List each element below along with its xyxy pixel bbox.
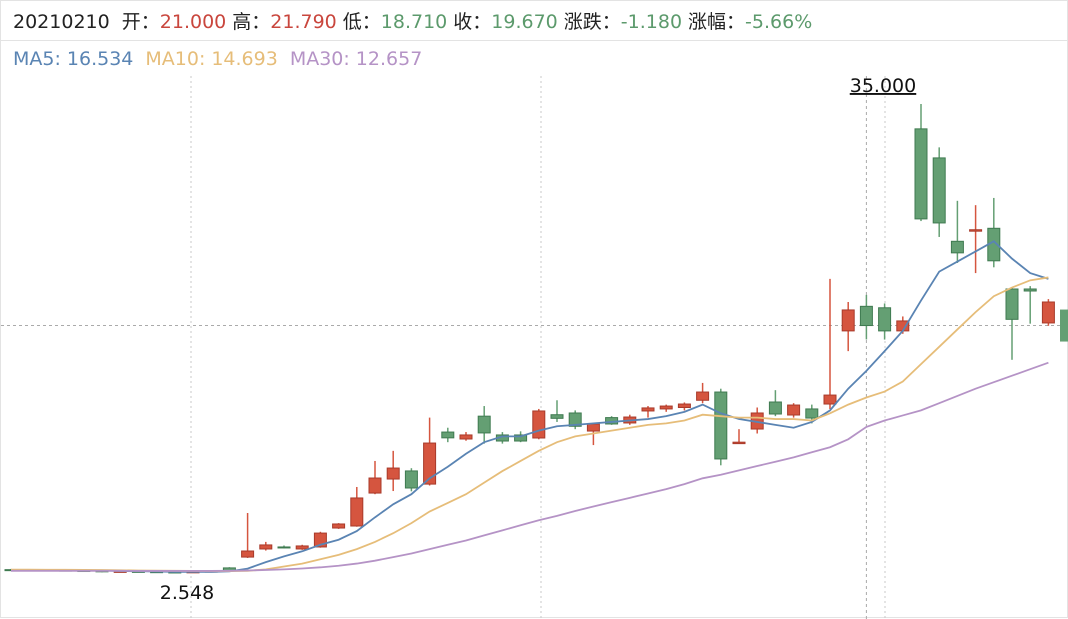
- date: 20210210: [13, 11, 110, 33]
- info-value: 18.710: [380, 11, 448, 33]
- candle-body: [859, 305, 873, 327]
- info-label: 收：: [453, 11, 492, 33]
- candle-body: [586, 423, 600, 432]
- candle-body: [423, 442, 437, 485]
- candle-body: [732, 441, 746, 445]
- legend-value: 16.534: [66, 48, 134, 70]
- candle-body: [787, 404, 801, 416]
- candle-body: [350, 497, 364, 527]
- info-value: 19.670: [491, 11, 558, 33]
- candle-body: [368, 477, 382, 494]
- candle-body: [950, 240, 964, 254]
- info-value: 21.000: [159, 11, 227, 33]
- candle-body: [386, 467, 400, 480]
- candle-body: [768, 401, 782, 415]
- candle-body: [914, 128, 928, 220]
- max-label: 35.000: [850, 75, 916, 97]
- candle-body: [823, 394, 837, 405]
- price-tag: [1060, 309, 1068, 342]
- candle-body: [714, 391, 728, 460]
- legend-value: 12.657: [355, 48, 423, 70]
- legend-value: 14.693: [211, 48, 278, 70]
- candle-body: [932, 157, 946, 224]
- legend-name: MA30:: [289, 48, 350, 70]
- candle-body: [641, 407, 655, 412]
- candle-body: [459, 434, 473, 440]
- candle-body: [1023, 288, 1037, 292]
- candle-body: [241, 550, 255, 558]
- candle-body: [969, 229, 983, 232]
- legend-name: MA5:: [13, 48, 61, 70]
- candle-body: [659, 405, 673, 410]
- info-label: 低：: [342, 11, 381, 33]
- info-label: 涨幅：: [688, 11, 746, 33]
- info-label: 开：: [121, 11, 160, 33]
- candle-body: [841, 309, 855, 332]
- info-label: 高：: [232, 11, 271, 33]
- ohlc-info: 20210210 开：21.000 高：21.790 低：18.710 收：19.67…: [13, 7, 812, 34]
- candle-body: [532, 410, 546, 439]
- candle-body: [477, 415, 491, 434]
- info-value: -1.180: [620, 11, 683, 33]
- info-label: 涨跌：: [563, 11, 621, 33]
- ma-line: [11, 276, 1049, 572]
- separator: [1, 40, 1067, 41]
- candle-body: [332, 523, 346, 529]
- info-value: -5.66%: [745, 11, 813, 33]
- ma-legend: MA5: 16.534 MA10: 14.693 MA30: 12.657: [13, 48, 422, 70]
- candle-body: [805, 408, 819, 419]
- legend-name: MA10:: [145, 48, 206, 70]
- candle-body: [550, 414, 564, 419]
- candle-body: [677, 403, 691, 408]
- candle-body: [1041, 301, 1055, 324]
- candle-body: [404, 470, 418, 489]
- info-value: 21.790: [270, 11, 337, 33]
- candle-body: [1005, 288, 1019, 320]
- candle-body: [878, 307, 892, 332]
- candle-body: [696, 391, 710, 401]
- min-label: 2.548: [160, 582, 214, 604]
- candle-body: [514, 434, 528, 442]
- ma-line: [11, 361, 1049, 572]
- candle-body: [277, 546, 291, 549]
- candle-body: [295, 545, 309, 550]
- candle-body: [259, 544, 273, 550]
- candle-body: [568, 412, 582, 427]
- candle-body: [441, 431, 455, 439]
